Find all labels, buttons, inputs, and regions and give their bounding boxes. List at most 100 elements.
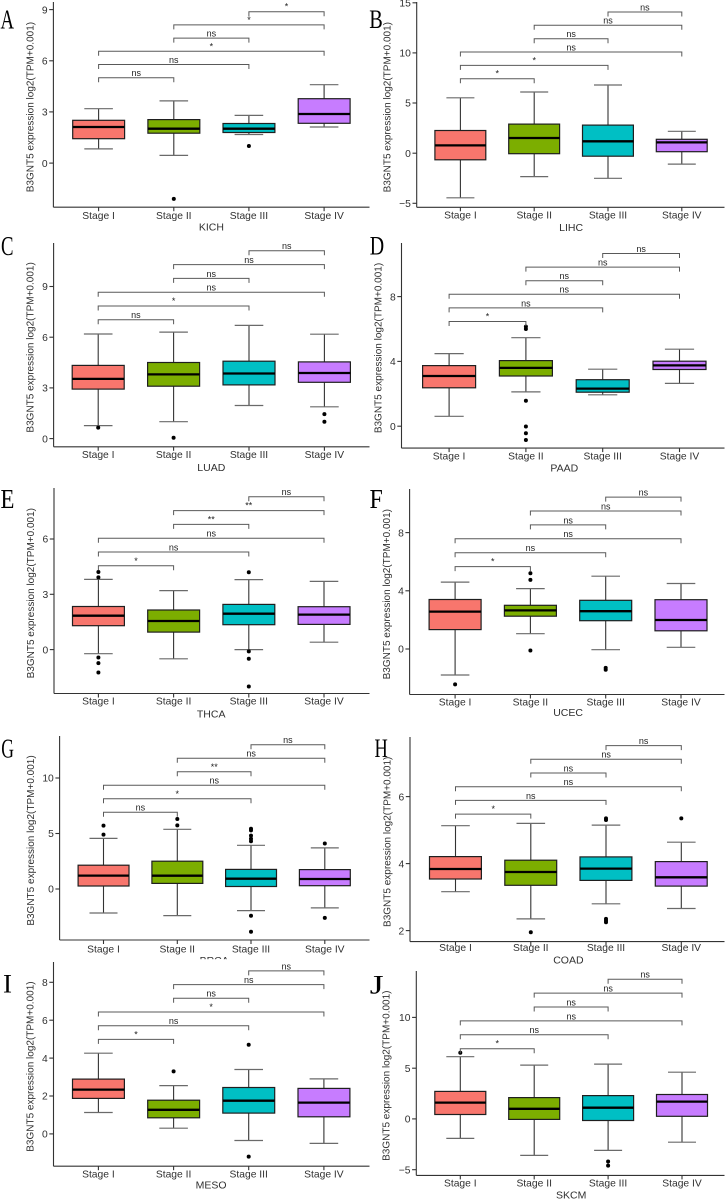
svg-text:*: *	[486, 312, 490, 322]
svg-text:*: *	[491, 804, 495, 814]
svg-text:Stage IV: Stage IV	[304, 211, 344, 222]
svg-text:9: 9	[42, 282, 48, 293]
svg-text:B3GNT5 expression log2(TPM+0.0: B3GNT5 expression log2(TPM+0.001)	[26, 262, 37, 432]
svg-text:ns: ns	[529, 1025, 539, 1035]
svg-text:ns: ns	[639, 488, 649, 498]
svg-text:ns: ns	[206, 989, 216, 999]
svg-text:ns: ns	[603, 16, 613, 26]
svg-text:Stage I: Stage I	[444, 210, 477, 221]
svg-text:6: 6	[42, 333, 48, 344]
svg-text:J: J	[370, 971, 384, 1000]
svg-text:ns: ns	[207, 283, 217, 293]
svg-text:ns: ns	[564, 763, 574, 773]
svg-text:F: F	[370, 484, 383, 514]
svg-text:*: *	[532, 55, 536, 65]
svg-text:Stage IV: Stage IV	[662, 1179, 702, 1190]
svg-text:ns: ns	[207, 29, 217, 39]
svg-text:ns: ns	[244, 255, 254, 265]
svg-text:Stage II: Stage II	[156, 697, 192, 708]
svg-text:ns: ns	[169, 542, 179, 552]
svg-text:ns: ns	[282, 961, 292, 971]
svg-text:Stage I: Stage I	[82, 450, 115, 461]
svg-text:8: 8	[398, 528, 404, 539]
svg-text:C: C	[1, 231, 14, 261]
svg-text:ns: ns	[639, 736, 649, 746]
svg-text:ns: ns	[566, 1011, 576, 1021]
svg-text:3: 3	[42, 384, 48, 395]
svg-text:B3GNT5 expression log2(TPM+0.0: B3GNT5 expression log2(TPM+0.001)	[382, 509, 393, 679]
svg-text:4: 4	[398, 859, 404, 870]
svg-text:*: *	[496, 69, 500, 79]
svg-text:8: 8	[390, 292, 396, 303]
svg-text:4: 4	[42, 1054, 48, 1065]
svg-text:Stage III: Stage III	[230, 211, 268, 222]
svg-text:A: A	[1, 5, 15, 35]
svg-text:−5: −5	[399, 199, 411, 210]
svg-text:ns: ns	[563, 515, 573, 525]
svg-text:B3GNT5 expression log2(TPM+0.0: B3GNT5 expression log2(TPM+0.001)	[383, 757, 394, 927]
svg-text:ns: ns	[601, 501, 611, 511]
svg-text:THCA: THCA	[197, 708, 226, 720]
svg-text:*: *	[285, 2, 289, 12]
svg-text:6: 6	[42, 57, 48, 68]
svg-text:Stage II: Stage II	[508, 452, 544, 463]
svg-text:I: I	[3, 970, 12, 999]
svg-text:ns: ns	[566, 29, 576, 39]
svg-text:LUAD: LUAD	[197, 462, 225, 474]
svg-text:PAAD: PAAD	[550, 463, 578, 475]
svg-text:0: 0	[390, 422, 396, 433]
svg-text:Stage IV: Stage IV	[305, 450, 345, 461]
svg-text:B3GNT5 expression log2(TPM+0.0: B3GNT5 expression log2(TPM+0.001)	[26, 755, 37, 925]
svg-text:ns: ns	[244, 975, 254, 985]
svg-text:4: 4	[390, 357, 396, 368]
svg-text:0: 0	[42, 434, 48, 445]
svg-text:H: H	[375, 734, 388, 763]
svg-text:Stage II: Stage II	[156, 450, 192, 461]
svg-text:ns: ns	[131, 68, 141, 78]
svg-text:Stage III: Stage III	[230, 1170, 268, 1181]
svg-text:Stage II: Stage II	[160, 945, 196, 956]
svg-text:UCEC: UCEC	[553, 707, 583, 719]
svg-text:Stage III: Stage III	[587, 943, 625, 954]
svg-text:0: 0	[42, 645, 48, 656]
svg-text:Stage IV: Stage IV	[662, 210, 702, 221]
svg-text:Stage IV: Stage IV	[304, 1170, 344, 1181]
svg-text:B3GNT5 expression log2(TPM+0.0: B3GNT5 expression log2(TPM+0.001)	[26, 508, 37, 678]
svg-text:Stage III: Stage III	[230, 697, 268, 708]
svg-text:Stage IV: Stage IV	[661, 698, 701, 709]
svg-text:Stage I: Stage I	[433, 452, 466, 463]
svg-text:B: B	[369, 5, 383, 34]
svg-text:ns: ns	[283, 735, 293, 745]
svg-text:ns: ns	[282, 241, 292, 251]
svg-text:Stage IV: Stage IV	[305, 945, 345, 956]
svg-text:ns: ns	[603, 984, 613, 994]
svg-text:ns: ns	[136, 803, 146, 813]
svg-text:*: *	[134, 1029, 138, 1039]
svg-text:ns: ns	[636, 244, 646, 254]
svg-text:ns: ns	[564, 777, 574, 787]
svg-text:ns: ns	[560, 285, 570, 295]
svg-text:6: 6	[42, 535, 48, 546]
svg-text:Stage I: Stage I	[439, 943, 472, 954]
svg-text:KICH: KICH	[199, 222, 224, 234]
svg-text:Stage III: Stage III	[232, 945, 270, 956]
svg-text:COAD: COAD	[553, 954, 584, 966]
svg-text:15: 15	[399, 0, 411, 10]
svg-text:0: 0	[405, 1115, 411, 1126]
svg-text:**: **	[208, 514, 216, 524]
svg-text:Stage III: Stage III	[587, 698, 625, 709]
svg-text:Stage I: Stage I	[444, 1179, 477, 1190]
svg-text:B3GNT5 expression log2(TPM+0.0: B3GNT5 expression log2(TPM+0.001)	[26, 22, 37, 192]
svg-text:ns: ns	[598, 258, 608, 268]
svg-text:0: 0	[42, 1130, 48, 1141]
svg-text:*: *	[134, 556, 138, 566]
svg-text:0: 0	[405, 149, 411, 160]
svg-text:ns: ns	[282, 487, 292, 497]
svg-text:ns: ns	[207, 269, 217, 279]
svg-text:*: *	[210, 41, 214, 51]
svg-text:*: *	[247, 15, 251, 25]
svg-text:5: 5	[48, 829, 54, 840]
svg-text:ns: ns	[566, 42, 576, 52]
svg-text:0: 0	[48, 885, 54, 896]
svg-text:3: 3	[42, 108, 48, 119]
